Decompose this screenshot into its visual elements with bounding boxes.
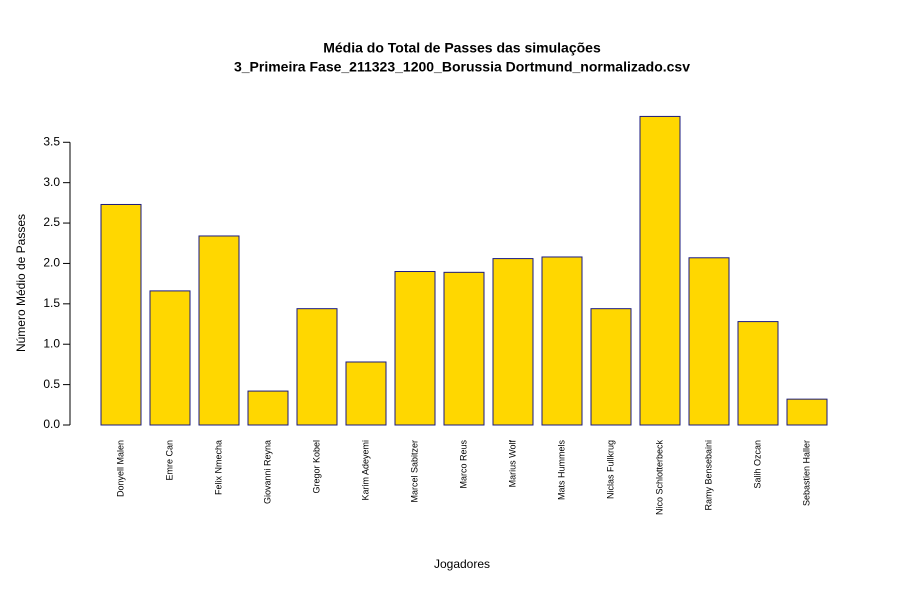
chart-title: Média do Total de Passes das simulações [323,40,601,56]
x-tick-label: Donyell Malen [115,440,125,497]
bar [198,235,240,426]
y-tick-label: 0.0 [43,417,60,431]
x-tick-label: Mats Hummels [556,440,566,501]
y-tick-label: 3.0 [43,175,60,189]
bar [149,290,191,426]
bar [345,361,387,426]
bar [100,203,142,426]
x-tick-label: Gregor Kobel [311,440,321,494]
bar [786,398,828,426]
bar [639,115,681,426]
y-tick-label: 1.5 [43,296,60,310]
bar [688,257,730,426]
bar [737,321,779,426]
y-tick-label: 2.5 [43,215,60,229]
bar [296,308,338,426]
y-axis-label: Número Médio de Passes [14,214,28,352]
x-tick-label: Marcel Sabitzer [409,440,419,503]
y-tick-label: 2.0 [43,256,60,270]
bar [541,256,583,426]
x-tick-label: Felix Nmecha [213,440,223,495]
bar [443,271,485,426]
x-tick-label: Giovanni Reyna [262,440,272,504]
chart-subtitle: 3_Primeira Fase_211323_1200_Borussia Dor… [234,59,690,75]
x-axis-label: Jogadores [434,557,490,571]
x-tick-label: Marius Wolf [507,440,517,488]
x-tick-label: Sebastien Haller [801,440,811,506]
bar [590,308,632,426]
x-tick-label: Niclas Fullkrug [605,440,615,499]
x-tick-label: Emre Can [164,440,174,481]
bar [247,390,289,426]
y-tick-label: 0.5 [43,377,60,391]
x-tick-label: Marco Reus [458,440,468,489]
bar [394,271,436,426]
x-tick-label: Salih Ozcan [752,440,762,489]
x-tick-label: Karim Adeyemi [360,440,370,501]
y-tick-label: 1.0 [43,336,60,350]
x-tick-label: Ramy Bensebaini [703,440,713,511]
bar [492,258,534,426]
x-tick-label: Nico Schlotterbeck [654,440,664,516]
y-tick-label: 3.5 [43,134,60,148]
